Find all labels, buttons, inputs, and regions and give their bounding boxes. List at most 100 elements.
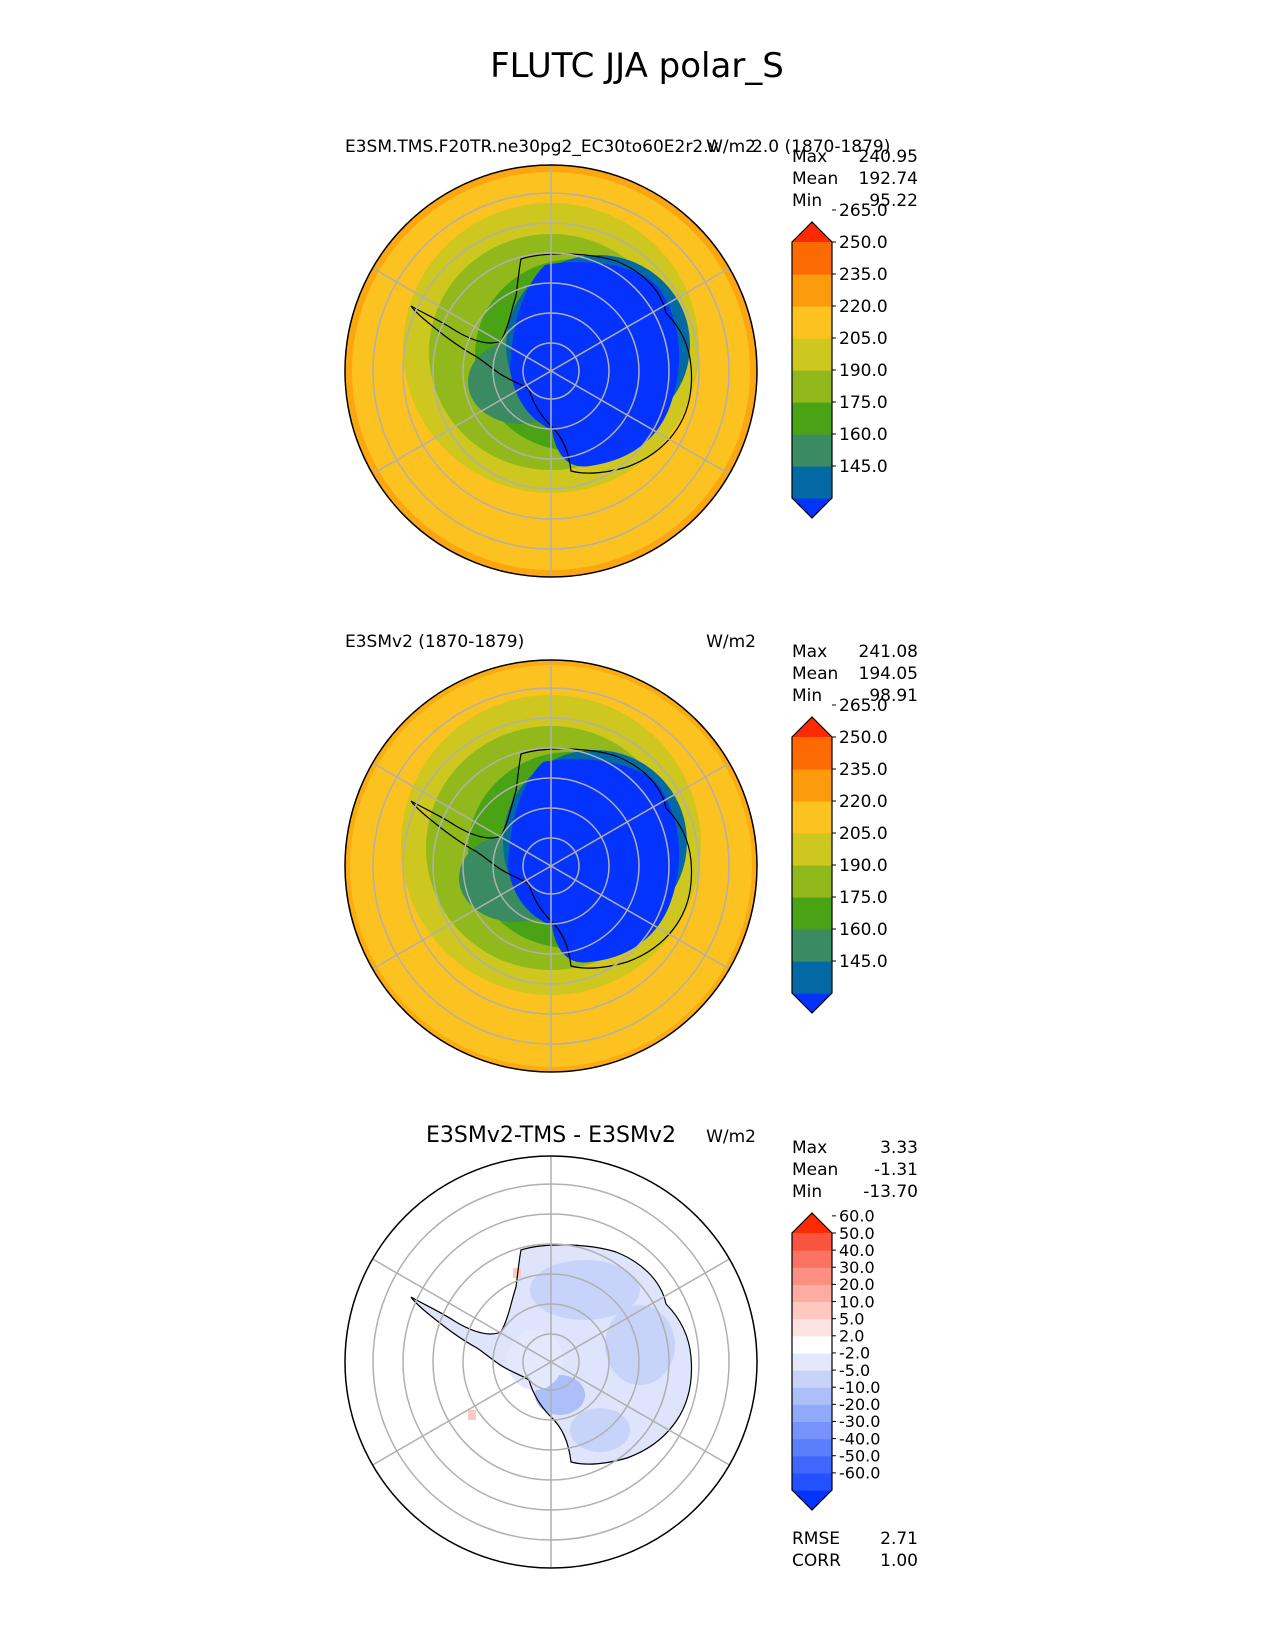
colorbar-2-tick-label: 30.0 (839, 1258, 875, 1277)
colorbar-0-segment (792, 338, 832, 371)
panel-2-stat-label-min: Min (792, 686, 822, 706)
panel-3-stat-label-mean: Mean (792, 1160, 838, 1180)
colorbar-1-tick-label: 175.0 (839, 888, 888, 908)
panel-1-map-border (344, 164, 758, 578)
colorbar-2-tick-label: 50.0 (839, 1224, 875, 1243)
colorbar-2-segment (792, 1455, 832, 1474)
panel-1-stat-label-min: Min (792, 191, 822, 211)
panel-3-gridlines (372, 1156, 730, 1568)
panel-2-stat-label-max: Max (792, 642, 827, 662)
panel-3-map-border (344, 1155, 758, 1569)
colorbar-0-tick-label: 205.0 (839, 329, 888, 349)
colorbar-1-tick-label: 250.0 (839, 728, 888, 748)
colorbar-2-segment (792, 1438, 832, 1457)
colorbar-1-tick-label: 145.0 (839, 952, 888, 972)
colorbar-0-tick-label: 265.0 (839, 201, 888, 221)
colorbar-2-tick-label: -40.0 (839, 1429, 880, 1448)
panel-3-colorbar: -60.0-50.0-40.0-30.0-20.0-10.0-5.0-2.02.… (791, 1207, 880, 1511)
colorbar-2-segment (792, 1421, 832, 1440)
colorbar-1-extend-high (792, 717, 832, 737)
colorbar-0-segment (792, 466, 832, 499)
colorbar-1-segment (792, 737, 832, 770)
panel-1-stats: Max 240.95 Mean 192.74 Min 95.22 (792, 147, 918, 211)
panel-2-stats: Max 241.08 Mean 194.05 Min 98.91 (792, 642, 918, 706)
colorbar-2-tick-label: -10.0 (839, 1378, 880, 1397)
colorbar-2-tick-label: 20.0 (839, 1275, 875, 1294)
panel-2: E3SMv2 (1870-1879) W/m2 Max 241.08 Mean … (344, 632, 918, 1073)
panel-3-metrics: RMSE 2.71 CORR 1.00 (792, 1529, 918, 1571)
panel-3-stat-value-min: -13.70 (863, 1182, 918, 1202)
panel-1-stat-value-min: 95.22 (869, 191, 918, 211)
colorbar-2-segment (792, 1335, 832, 1354)
colorbar-2-tick-label: 60.0 (839, 1207, 875, 1226)
panel-1-stat-label-mean: Mean (792, 169, 838, 189)
panel-3-anomaly-blob-2 (605, 1305, 675, 1385)
colorbar-2-segment (792, 1267, 832, 1285)
panel-2-units: W/m2 (706, 632, 756, 652)
panel-1-title: E3SM.TMS.F20TR.ne30pg2_EC30to60E2r2.v (345, 137, 719, 157)
colorbar-2-extend-low (792, 1490, 832, 1510)
panel-1-colorbar: 145.0 160.0 175.0 190.0 205.0 220.0 235.0 250.0… (791, 201, 888, 519)
colorbar-0-extend-high (792, 222, 832, 242)
colorbar-2-tick-label: 2.0 (839, 1327, 864, 1346)
colorbar-0-extend-low (792, 498, 832, 518)
colorbar-2-tick-label: -2.0 (839, 1344, 870, 1363)
colorbar-2-segment (792, 1352, 832, 1371)
colorbar-1-segment (792, 801, 832, 834)
colorbar-1-tick-label: 235.0 (839, 760, 888, 780)
colorbar-2-tick-label: -50.0 (839, 1446, 880, 1465)
panel-3-anomaly-blob-4 (570, 1408, 630, 1452)
colorbar-1-outline (791, 716, 833, 1014)
colorbar-2-segment (792, 1472, 832, 1491)
panel-3-stat-value-mean: -1.31 (874, 1160, 918, 1180)
colorbar-2-segment (792, 1370, 832, 1388)
colorbar-2-tick-label: -60.0 (839, 1464, 880, 1483)
colorbar-1-segment (792, 897, 832, 930)
panel-2-gridlines (372, 660, 730, 1072)
panel-3-positive-patch-1 (513, 1268, 521, 1278)
colorbar-2-segment (792, 1250, 832, 1268)
panel-1-stat-value-max: 240.95 (859, 147, 918, 167)
panel-3-stat-label-min: Min (792, 1182, 822, 1202)
colorbar-2-segment (792, 1404, 832, 1423)
colorbar-0-outline (791, 221, 833, 519)
panel-3-units: W/m2 (706, 1127, 756, 1147)
panel-1: E3SM.TMS.F20TR.ne30pg2_EC30to60E2r2.v 2.… (344, 137, 918, 578)
colorbar-2-tick-label: -30.0 (839, 1412, 880, 1431)
colorbar-1-segment (792, 769, 832, 802)
colorbar-2-segment (792, 1301, 832, 1320)
colorbar-2-segment (792, 1284, 832, 1303)
panel-3-metric-label-corr: CORR (792, 1551, 841, 1571)
colorbar-1-tick-label: 190.0 (839, 856, 888, 876)
panel-2-title: E3SMv2 (1870-1879) (345, 632, 524, 652)
panel-2-colorbar: 145.0 160.0 175.0 190.0 205.0 220.0 235.0 250.0… (791, 696, 888, 1014)
colorbar-2-segment (792, 1387, 832, 1405)
colorbar-0-tick-label: 145.0 (839, 457, 888, 477)
panel-3-title: E3SMv2-TMS - E3SMv2 (426, 1123, 676, 1148)
colorbar-0-segment (792, 306, 832, 339)
colorbar-1-segment (792, 865, 832, 898)
colorbar-0-tick-label: 250.0 (839, 233, 888, 253)
colorbar-0-segment (792, 274, 832, 307)
panel-2-stat-value-mean: 194.05 (859, 664, 918, 684)
panel-1-gridlines (372, 165, 730, 577)
panel-3-metric-label-rmse: RMSE (792, 1529, 840, 1549)
panel-2-stat-value-max: 241.08 (859, 642, 918, 662)
panel-3-positive-patch-2 (468, 1410, 476, 1420)
colorbar-2-tick-label: 10.0 (839, 1292, 875, 1311)
colorbar-2-tick-label: -20.0 (839, 1395, 880, 1414)
panel-1-units: W/m2 (706, 137, 756, 157)
panel-3: E3SMv2-TMS - E3SMv2 W/m2 Max 3.33 Mean -… (344, 1123, 918, 1571)
colorbar-1-segment (792, 929, 832, 962)
colorbar-1-segment (792, 961, 832, 994)
colorbar-0-tick-label: 235.0 (839, 265, 888, 285)
panel-2-stat-value-min: 98.91 (869, 686, 918, 706)
colorbar-0-segment (792, 370, 832, 403)
panel-3-stats: Max 3.33 Mean -1.31 Min -13.70 (792, 1138, 918, 1202)
panel-3-stat-label-max: Max (792, 1138, 827, 1158)
colorbar-2-tick-label: -5.0 (839, 1361, 870, 1380)
colorbar-2-tick-label: 5.0 (839, 1309, 864, 1328)
colorbar-1-tick-label: 205.0 (839, 824, 888, 844)
colorbar-2-tick-label: 40.0 (839, 1241, 875, 1260)
colorbar-2-extend-high (792, 1213, 832, 1233)
